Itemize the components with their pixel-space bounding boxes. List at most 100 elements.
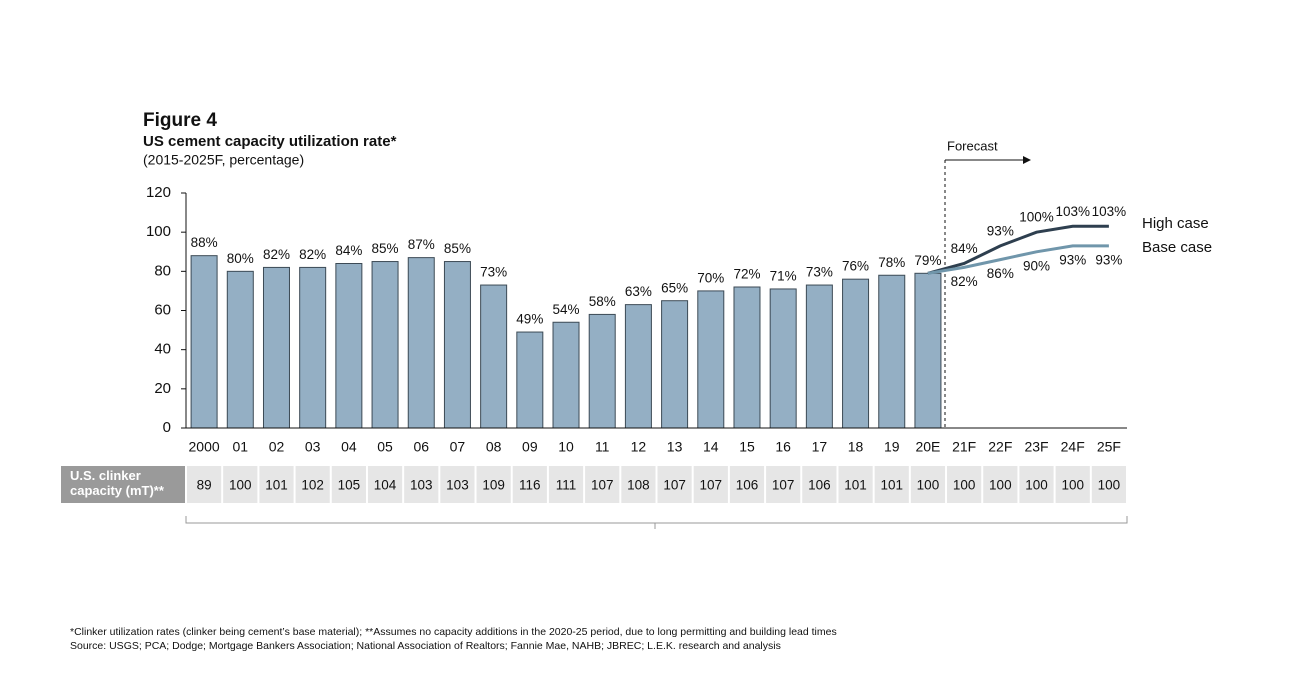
value-label: 80% — [227, 251, 254, 266]
x-tick-label: 16 — [775, 439, 791, 455]
x-tick-label: 11 — [595, 439, 610, 455]
table-value: 107 — [663, 478, 686, 493]
table-value: 107 — [772, 478, 795, 493]
footnote: *Clinker utilization rates (clinker bein… — [70, 626, 837, 638]
x-tick-label: 08 — [486, 439, 502, 455]
table-value: 105 — [338, 478, 361, 493]
x-tick-label: 19 — [884, 439, 900, 455]
table-cell — [874, 466, 909, 503]
table-header-cell — [61, 466, 185, 503]
x-tick-label: 24F — [1061, 439, 1085, 455]
table-value: 103 — [410, 478, 433, 493]
x-tick-label: 02 — [269, 439, 285, 455]
table-value: 101 — [880, 478, 903, 493]
table-cell — [476, 466, 511, 503]
table-cell — [693, 466, 728, 503]
forecast-label: Forecast — [947, 138, 998, 153]
table-value: 111 — [556, 478, 577, 493]
table-cell — [621, 466, 656, 503]
table-cell — [187, 466, 222, 503]
table-value: 100 — [1025, 478, 1048, 493]
x-tick-label: 14 — [703, 439, 719, 455]
table-value: 116 — [519, 478, 541, 493]
x-tick-label: 09 — [522, 439, 538, 455]
x-tick-label: 18 — [848, 439, 864, 455]
table-value: 107 — [591, 478, 614, 493]
table-cell — [404, 466, 439, 503]
bar — [588, 313, 616, 429]
value-label: 49% — [516, 312, 543, 327]
value-label: 71% — [770, 269, 797, 284]
x-tick-label: 23F — [1024, 439, 1048, 455]
bar — [299, 266, 327, 429]
table-cell — [259, 466, 294, 503]
forecast-arrowhead — [1023, 156, 1031, 164]
y-tick-label: 20 — [154, 380, 171, 397]
table-cell — [729, 466, 765, 503]
value-label: 82% — [263, 247, 290, 262]
table-header-line: capacity (mT)** — [70, 483, 165, 498]
bar — [190, 255, 218, 429]
bar — [407, 257, 435, 429]
table-value: 106 — [736, 478, 759, 493]
line-series — [927, 224, 1109, 275]
table-value: 109 — [482, 478, 505, 493]
chart-title: Figure 4 — [143, 110, 217, 131]
value-label: 82% — [299, 247, 326, 262]
table-cell — [766, 466, 801, 503]
y-tick-label: 40 — [154, 341, 171, 358]
table-value: 101 — [265, 478, 288, 493]
x-tick-label: 03 — [305, 439, 321, 455]
bar — [661, 300, 689, 429]
value-label: 65% — [661, 280, 688, 295]
table-cell — [331, 466, 366, 503]
x-tick-label: 01 — [232, 439, 248, 455]
table-cell — [223, 466, 258, 503]
table-cell — [1091, 466, 1126, 503]
x-tick-label: 10 — [558, 439, 574, 455]
bar — [769, 288, 797, 429]
footnote: Source: USGS; PCA; Dodge; Mortgage Banke… — [70, 640, 781, 652]
table-value: 100 — [953, 478, 976, 493]
x-tick-label: 21F — [952, 439, 976, 455]
value-label: 72% — [733, 267, 760, 282]
bar — [733, 286, 761, 429]
x-tick-label: 06 — [413, 439, 429, 455]
x-tick-label: 12 — [631, 439, 647, 455]
chart-note: (2015-2025F, percentage) — [143, 152, 304, 168]
table-value: 89 — [197, 478, 212, 493]
table-value: 100 — [1061, 478, 1084, 493]
line-value-label: 90% — [1023, 258, 1050, 273]
table-value: 107 — [700, 478, 723, 493]
bar — [878, 274, 906, 429]
value-label: 76% — [842, 259, 869, 274]
table-value: 101 — [844, 478, 867, 493]
table-value: 100 — [229, 478, 252, 493]
y-tick-label: 80 — [154, 262, 171, 279]
value-label: 73% — [480, 265, 507, 280]
bar — [516, 331, 544, 429]
value-label: 87% — [408, 237, 435, 252]
x-tick-label: 2000 — [189, 439, 220, 455]
value-label: 70% — [697, 270, 724, 285]
legend-label: Base case — [1142, 239, 1212, 256]
x-tick-label: 07 — [450, 439, 466, 455]
bar — [371, 261, 399, 429]
line-value-label: 82% — [951, 274, 978, 289]
line-value-label: 103% — [1055, 204, 1090, 219]
line-value-label: 93% — [987, 223, 1014, 238]
x-tick-label: 17 — [812, 439, 828, 455]
x-tick-label: 22F — [988, 439, 1012, 455]
bar — [624, 304, 652, 429]
x-tick-label: 20E — [915, 439, 940, 455]
line-value-label: 84% — [951, 241, 978, 256]
line-value-label: 93% — [1059, 252, 1086, 267]
y-tick-label: 120 — [146, 184, 171, 201]
value-label: 73% — [806, 265, 833, 280]
table-cell — [512, 466, 547, 503]
bar — [914, 272, 942, 429]
table-value: 103 — [446, 478, 469, 493]
legend-label: High case — [1142, 215, 1209, 232]
table-cell — [585, 466, 620, 503]
